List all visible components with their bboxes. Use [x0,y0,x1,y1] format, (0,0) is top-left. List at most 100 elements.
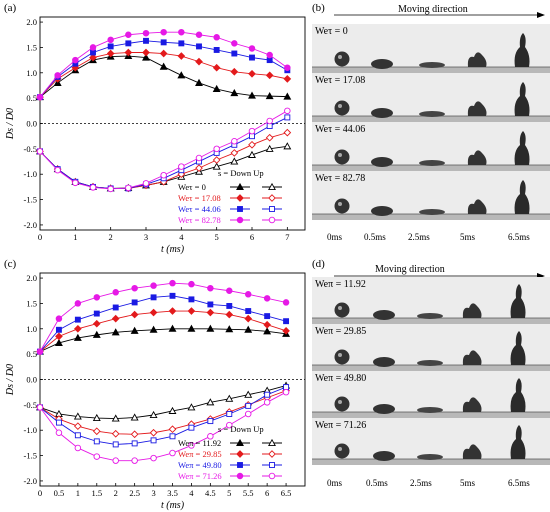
photo-row: Weτ = 82.78 [312,171,550,220]
legend-entry-label: Weτ = 82.78 [178,215,221,225]
time-label: 0.5ms [364,232,386,242]
x-tick-label: 3 [151,488,155,498]
legend-entry-label: Weπ = 71.26 [178,471,222,481]
data-point-up [74,432,81,439]
droplet-flattened [417,407,443,413]
legend-marker-down [236,438,244,447]
droplet-frame [373,310,395,320]
data-point-up [72,179,79,187]
data-point-down [244,325,253,333]
droplet-retracting [467,199,487,214]
legend-marker-up [268,216,276,224]
legend-marker-down [236,182,244,191]
legend-marker-up [268,438,276,447]
droplet-rebound-column [510,284,526,318]
droplet-frame [334,443,350,459]
data-point-down [159,62,168,70]
data-point-down [92,319,101,328]
droplet-sphere [334,100,350,116]
data-point-down [266,57,273,64]
legend-marker-down [236,194,244,202]
data-point-down [177,52,186,60]
data-point-down [93,310,100,317]
data-point-down [106,49,115,58]
droplet-sphere [334,443,350,459]
data-point-up [36,404,44,411]
weber-label: Weτ = 0 [315,26,348,37]
droplet-frame [417,407,443,413]
data-point-down [231,50,238,57]
y-tick-label: -1.5 [24,451,37,461]
droplet-frame [334,198,350,214]
data-point-down [206,324,215,332]
data-point-down [72,56,79,64]
data-point-down [168,324,177,332]
data-point-down [159,49,168,58]
data-point-down [213,47,220,53]
droplet-flattened [417,313,443,319]
data-point-down [177,71,186,79]
moving-direction-label-d: Moving direction [375,264,445,275]
data-point-down [36,348,44,355]
droplet-frame [510,378,526,412]
droplet-rebound-column [514,82,530,116]
data-point-up [112,457,119,464]
legend-marker-up [268,182,276,191]
data-point-up [226,421,233,429]
droplet-rebound-column [514,180,530,214]
droplet-frame [334,302,350,318]
data-point-down [283,92,292,100]
data-point-up [244,410,252,418]
legend-marker-up [269,462,275,468]
data-point-up [187,403,196,411]
data-point-up [264,391,271,398]
series-line-down [39,328,287,353]
legend-header: s = Down Up [218,424,264,434]
x-tick-label: 0 [38,488,42,498]
data-point-down [230,67,239,76]
droplet-retracting [462,444,482,459]
data-point-down [212,63,221,72]
photo-sequence-b: Weτ = 0 Weτ = 17.08 Weτ = 44.06 Weτ = 82… [312,24,550,220]
substrate-surface [312,116,550,122]
time-label: 2.5ms [410,478,432,488]
data-point-down [195,57,203,66]
y-tick-label: 0.5 [26,93,37,103]
droplet-frame [419,209,445,215]
data-point-down [282,326,290,335]
chart-a: -2.0 -1.5 -1.0 -0.5 0.0 0.5 1.0 1.5 2.0 0 1 2 3 4 5 6 7 t… [0,0,312,256]
data-point-down [248,91,256,99]
data-point-down [207,284,214,292]
substrate-surface [312,459,550,465]
legend-marker-down [237,462,243,468]
droplet-sphere [334,198,350,214]
droplet-frame [467,150,487,165]
data-point-up [283,142,292,150]
droplet-flattened [417,454,443,460]
data-point-down [150,294,157,301]
droplet-frame [371,206,393,216]
droplet-frame [514,180,530,214]
weber-label: Weτ = 17.08 [315,75,366,86]
data-point-down [111,328,120,336]
droplet-retracting [467,52,487,67]
droplet-highlight [338,202,342,206]
data-point-down [248,45,256,52]
data-point-up [111,414,120,422]
droplet-frame [417,454,443,460]
y-tick-label: -0.5 [24,144,37,154]
data-point-up [178,163,185,170]
data-point-up [266,117,273,125]
x-tick-label: 6 [265,488,269,498]
data-point-down [142,48,150,57]
data-point-down [107,36,114,44]
data-point-down [283,318,290,325]
time-label: 5ms [460,232,476,242]
droplet-frame [467,199,487,214]
x-tick-label: 7 [285,232,289,242]
y-tick-label: 1.0 [26,324,37,334]
data-point-up [231,137,238,145]
data-point-up [248,140,256,149]
droplet-highlight [338,353,342,357]
legend-marker-up [268,472,276,480]
